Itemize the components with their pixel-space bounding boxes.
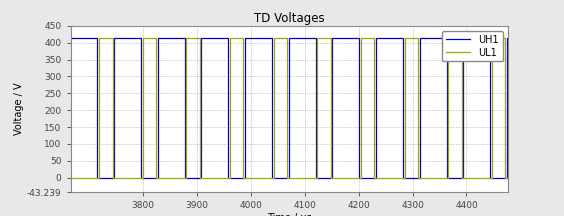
UH1	[460, 37, 467, 39]
UL1	[401, 176, 408, 179]
UH1	[94, 37, 101, 39]
UL1	[488, 176, 495, 179]
UL1	[358, 37, 364, 39]
UL1	[502, 176, 509, 179]
UL1	[284, 176, 290, 179]
UL1	[314, 37, 321, 39]
UL1	[109, 37, 116, 39]
UL1	[358, 176, 364, 179]
UL1	[109, 176, 116, 179]
UL1	[139, 37, 146, 39]
UL1	[415, 176, 421, 179]
UH1	[225, 176, 232, 179]
Line: UH1: UH1	[70, 38, 508, 178]
UH1	[182, 37, 188, 39]
UL1	[139, 176, 146, 179]
UL1	[183, 176, 190, 179]
UL1	[502, 37, 509, 39]
UH1	[312, 176, 319, 179]
UL1	[314, 176, 321, 179]
UH1	[460, 176, 467, 179]
Y-axis label: Voltage / V: Voltage / V	[14, 83, 24, 135]
UH1	[285, 176, 292, 179]
UH1	[242, 176, 249, 179]
UH1	[329, 37, 336, 39]
UH1	[504, 37, 510, 39]
UL1	[240, 176, 247, 179]
UL1	[270, 176, 277, 179]
UL1	[67, 176, 74, 179]
X-axis label: Time / us: Time / us	[267, 213, 311, 216]
UL1	[96, 37, 103, 39]
UH1	[504, 176, 510, 179]
UL1	[153, 37, 160, 39]
UL1	[284, 37, 290, 39]
UH1	[373, 37, 380, 39]
UL1	[371, 176, 378, 179]
UH1	[400, 176, 407, 179]
UH1	[138, 37, 144, 39]
UL1	[401, 37, 408, 39]
UH1	[198, 176, 205, 179]
UH1	[487, 176, 494, 179]
UH1	[268, 37, 275, 39]
Title: TD Voltages: TD Voltages	[254, 12, 324, 25]
UH1	[400, 37, 407, 39]
UL1	[504, 176, 511, 179]
UH1	[329, 176, 336, 179]
UL1	[371, 37, 378, 39]
UL1	[96, 176, 103, 179]
UH1	[443, 176, 450, 179]
UL1	[227, 37, 233, 39]
UL1	[459, 37, 465, 39]
UH1	[242, 37, 249, 39]
UL1	[328, 176, 334, 179]
UH1	[225, 37, 232, 39]
UH1	[373, 176, 380, 179]
UH1	[416, 37, 423, 39]
UL1	[240, 37, 247, 39]
UL1	[445, 37, 452, 39]
Legend: UH1, UL1: UH1, UL1	[442, 31, 503, 62]
UL1	[328, 37, 334, 39]
UH1	[416, 176, 423, 179]
UL1	[183, 37, 190, 39]
UL1	[227, 176, 233, 179]
UH1	[182, 176, 188, 179]
UL1	[445, 176, 452, 179]
UH1	[94, 176, 101, 179]
UH1	[111, 37, 117, 39]
UH1	[285, 37, 292, 39]
UL1	[459, 176, 465, 179]
UH1	[155, 176, 161, 179]
UH1	[268, 176, 275, 179]
UL1	[196, 37, 203, 39]
UH1	[443, 37, 450, 39]
UH1	[198, 37, 205, 39]
UL1	[415, 37, 421, 39]
UH1	[356, 176, 363, 179]
UH1	[504, 37, 511, 39]
UL1	[196, 176, 203, 179]
UL1	[153, 176, 160, 179]
UH1	[138, 176, 144, 179]
UH1	[67, 37, 74, 39]
UH1	[487, 37, 494, 39]
UH1	[111, 176, 117, 179]
UL1	[488, 37, 495, 39]
UL1	[270, 37, 277, 39]
Line: UL1: UL1	[70, 38, 508, 178]
UH1	[155, 37, 161, 39]
UH1	[312, 37, 319, 39]
UH1	[356, 37, 363, 39]
